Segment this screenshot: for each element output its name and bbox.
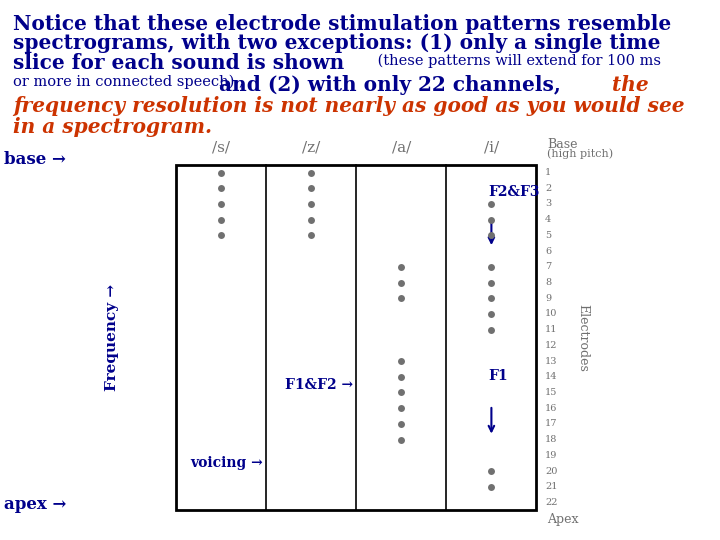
Text: /s/: /s/ [212, 141, 230, 155]
Text: spectrograms, with two exceptions: (1) only a single time: spectrograms, with two exceptions: (1) o… [13, 33, 660, 53]
Text: 6: 6 [545, 247, 552, 255]
Text: 4: 4 [545, 215, 552, 224]
Text: /i/: /i/ [484, 141, 499, 155]
Text: Frequency →: Frequency → [104, 284, 119, 391]
Text: F2&F3: F2&F3 [488, 185, 539, 199]
Text: 15: 15 [545, 388, 557, 397]
Text: and (2) with only 22 channels,: and (2) with only 22 channels, [212, 75, 562, 94]
Text: Base: Base [547, 138, 577, 151]
Text: F1&F2 →: F1&F2 → [284, 377, 353, 392]
Text: F1: F1 [488, 369, 508, 383]
Text: 13: 13 [545, 356, 557, 366]
Text: 22: 22 [545, 498, 557, 507]
Text: or more in connected speech) ,: or more in connected speech) , [13, 75, 243, 89]
Text: 2: 2 [545, 184, 552, 193]
Text: the: the [605, 75, 649, 94]
Text: 10: 10 [545, 309, 557, 319]
Text: 12: 12 [545, 341, 557, 350]
Text: 3: 3 [545, 199, 552, 208]
Text: Electrodes: Electrodes [577, 303, 590, 372]
Text: base →: base → [4, 151, 66, 168]
Text: 21: 21 [545, 482, 557, 491]
Text: 9: 9 [545, 294, 552, 303]
Text: in a spectrogram.: in a spectrogram. [13, 117, 212, 137]
Text: 20: 20 [545, 467, 557, 476]
Text: voicing →: voicing → [190, 456, 263, 470]
Text: 18: 18 [545, 435, 557, 444]
Bar [176, 165, 536, 510]
Text: 14: 14 [545, 372, 557, 381]
Text: slice for each sound is shown: slice for each sound is shown [13, 53, 344, 73]
Text: 19: 19 [545, 451, 557, 460]
Text: apex →: apex → [4, 496, 66, 514]
Text: frequency resolution is not nearly as good as you would see: frequency resolution is not nearly as go… [13, 96, 685, 116]
Text: Apex: Apex [547, 513, 579, 526]
Text: 16: 16 [545, 404, 557, 413]
Text: 1: 1 [545, 168, 552, 177]
Text: /a/: /a/ [392, 141, 411, 155]
Text: 11: 11 [545, 325, 557, 334]
Text: /z/: /z/ [302, 141, 320, 155]
Text: 5: 5 [545, 231, 552, 240]
Text: Notice that these electrode stimulation patterns resemble: Notice that these electrode stimulation … [13, 14, 671, 33]
Text: 7: 7 [545, 262, 552, 271]
Text: 8: 8 [545, 278, 552, 287]
Text: (these patterns will extend for 100 ms: (these patterns will extend for 100 ms [373, 53, 661, 68]
Text: (high pitch): (high pitch) [547, 148, 613, 159]
Text: 17: 17 [545, 420, 557, 428]
